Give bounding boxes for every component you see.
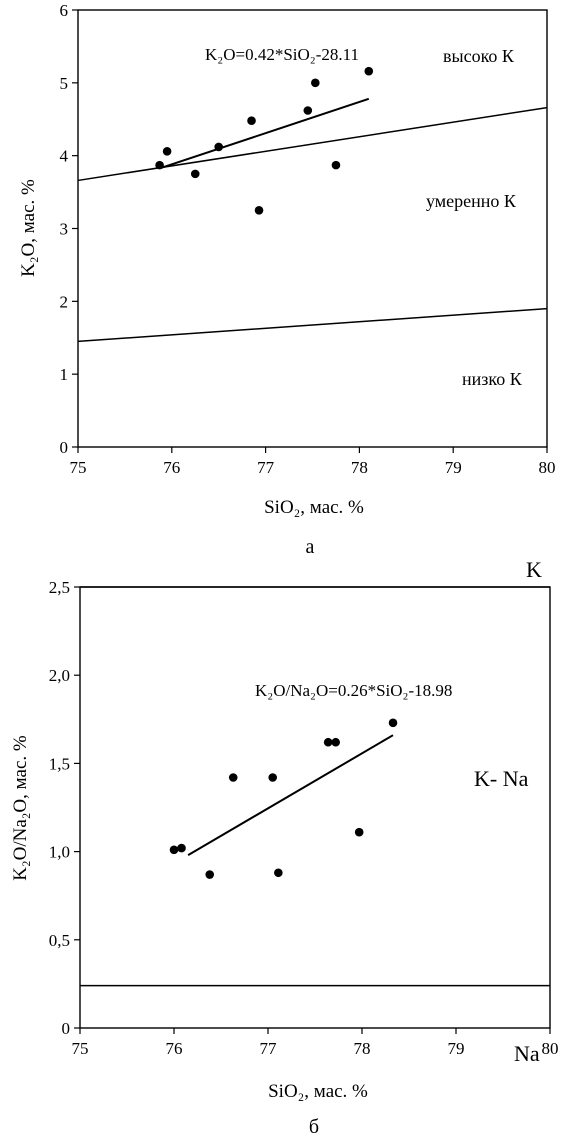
data-point: [388, 718, 398, 728]
data-point: [268, 773, 278, 782]
data-point: [205, 870, 215, 879]
regression-equation: K₂O/Na₂O=0.26*SiO₂-18.98: [255, 681, 452, 700]
y-tick-label: 6: [60, 1, 69, 20]
boundary-lines: [77, 106, 548, 343]
y-tick-label: 3: [60, 220, 69, 239]
x-axis-ticks: 75 76 77 78 79 80: [72, 1028, 559, 1058]
regression-line-segment: [187, 734, 394, 856]
data-points: [169, 718, 398, 879]
x-tick-label: 78: [354, 1039, 371, 1058]
x-tick-label: 80: [542, 1039, 559, 1058]
chart-k2o-na2o-vs-sio2: 75 76 77 78 79 80 0 0,5 1,0 1,5 2,0 2,5 K₂O/Na₂O=0…: [10, 557, 559, 1138]
y-tick-label: 1,0: [49, 843, 70, 862]
x-tick-label: 79: [445, 458, 462, 477]
y-tick-label: 0,5: [49, 931, 70, 950]
data-point: [323, 737, 333, 747]
data-point: [177, 843, 186, 853]
y-tick-label: 0: [60, 438, 69, 457]
y-axis-label: K₂O, мас. %: [18, 179, 39, 277]
data-point: [331, 737, 340, 747]
panel-label: б: [309, 1116, 319, 1138]
region-label-k: K: [526, 557, 542, 582]
x-axis-label: SiO₂, мас. %: [268, 1081, 368, 1102]
boundary-lines: [80, 586, 550, 987]
region-label-k-na: K- Na: [474, 766, 529, 791]
regression-line: [160, 97, 370, 169]
x-tick-label: 79: [448, 1039, 465, 1058]
data-points: [155, 66, 374, 215]
y-tick-label: 5: [60, 74, 69, 93]
region-label-medium-k: умеренно К: [426, 191, 517, 211]
data-point: [214, 142, 223, 152]
y-tick-label: 2,0: [49, 666, 70, 685]
y-tick-label: 1: [60, 365, 69, 384]
y-axis-label: K₂O/Na₂O, мас. %: [10, 735, 31, 881]
x-tick-label: 76: [166, 1039, 183, 1058]
x-tick-label: 78: [351, 458, 368, 477]
y-tick-label: 1,5: [49, 754, 70, 773]
panel-label: а: [306, 536, 315, 558]
data-point: [364, 66, 374, 76]
data-point: [274, 868, 283, 878]
data-point: [331, 160, 341, 170]
x-tick-label: 76: [163, 458, 180, 477]
data-point: [303, 106, 313, 115]
y-tick-label: 4: [60, 147, 69, 166]
region-label-low-k: низко К: [462, 369, 523, 389]
data-point: [228, 773, 238, 782]
boundary-line: [77, 307, 548, 343]
regression-equation: K₂O=0.42*SiO₂-28.11: [205, 45, 359, 64]
region-label-na: Na: [514, 1041, 540, 1066]
x-tick-label: 75: [70, 458, 87, 477]
data-point: [190, 169, 200, 179]
data-point: [254, 205, 264, 215]
x-axis-label: SiO₂, мас. %: [264, 497, 364, 518]
y-axis-ticks: 0 0,5 1,0 1,5 2,0 2,5: [49, 578, 80, 1038]
plot-area-frame: [79, 586, 551, 1029]
data-point: [354, 827, 364, 837]
data-point: [311, 78, 320, 88]
boundary-line: [77, 106, 548, 182]
y-tick-label: 0: [62, 1019, 71, 1038]
regression-line-segment: [160, 97, 370, 169]
y-axis-ticks: 0 1 2 3 4 5 6: [60, 1, 78, 457]
x-tick-label: 75: [72, 1039, 89, 1058]
data-point: [162, 146, 172, 156]
x-tick-label: 77: [260, 1039, 278, 1058]
x-tick-label: 80: [539, 458, 556, 477]
x-tick-label: 77: [257, 458, 275, 477]
data-point: [155, 160, 164, 170]
x-axis-ticks: 75 76 77 78 79 80: [70, 447, 556, 477]
regression-line: [187, 734, 394, 856]
y-tick-label: 2: [60, 292, 69, 311]
data-point: [247, 116, 256, 126]
y-tick-label: 2,5: [49, 578, 70, 597]
data-point: [169, 845, 179, 855]
chart-k2o-vs-sio2: 75 76 77 78 79 80 0 1 2 3 4 5 6 K₂O=0.42*SiO₂-28.11…: [18, 1, 556, 558]
region-label-high-k: высоко К: [443, 46, 515, 66]
